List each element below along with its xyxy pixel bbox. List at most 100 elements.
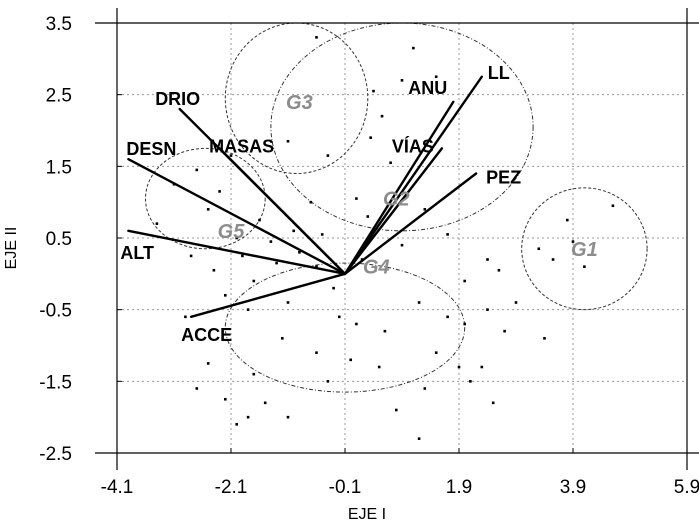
- group-label-g3: G3: [286, 92, 313, 114]
- data-point-44: [423, 387, 427, 390]
- y-tick-label-4: -0.5: [39, 301, 72, 322]
- data-point-61: [480, 365, 484, 369]
- data-point-36: [486, 308, 489, 311]
- vector-acce: [189, 272, 347, 319]
- data-point-59: [326, 380, 330, 383]
- x-tick-label-4: 3.9: [560, 477, 586, 498]
- data-point-52: [206, 362, 210, 365]
- data-point-26: [224, 294, 227, 297]
- data-point-10: [355, 197, 358, 200]
- y-tick-label-6: -2.5: [39, 444, 72, 465]
- data-point-72: [423, 208, 427, 211]
- data-point-53: [224, 397, 227, 401]
- data-point-67: [571, 240, 575, 243]
- group-ellipse-g5: [145, 147, 266, 250]
- vector-label-ll: LL: [488, 63, 510, 83]
- data-point-38: [543, 337, 546, 340]
- group-label-g2: G2: [383, 189, 410, 211]
- vector-masas: [218, 147, 347, 276]
- data-point-9: [286, 139, 290, 143]
- vector-label-masas: MASAS: [209, 136, 274, 156]
- data-point-37: [514, 301, 518, 304]
- data-point-1: [400, 79, 404, 82]
- chart-labels: DRIO MASAS DESN ALT ACCE ANU VÍAS LL PEZ G1 G2 G3 G4…: [120, 63, 597, 345]
- data-point-29: [286, 301, 290, 304]
- vector-label-acce: ACCE: [181, 325, 232, 345]
- data-point-73: [400, 243, 404, 247]
- plot-frame: [95, 8, 699, 470]
- data-point-51: [252, 372, 256, 376]
- data-point-18: [206, 208, 210, 211]
- data-point-71: [446, 233, 449, 236]
- vector-label-drio: DRIO: [155, 89, 200, 109]
- data-point-57: [235, 423, 238, 426]
- data-point-31: [338, 315, 341, 319]
- data-point-47: [417, 437, 421, 440]
- data-point-4: [315, 36, 318, 39]
- y-tick-label-5: -1.5: [39, 372, 72, 393]
- y-axis-title: EJE II: [3, 227, 20, 270]
- y-tick-label-1: 2.5: [46, 86, 72, 107]
- vector-label-desn: DESN: [126, 139, 176, 159]
- grid-lines: [116, 22, 688, 454]
- data-point-32: [355, 322, 358, 326]
- data-point-62: [463, 279, 466, 283]
- data-point-46: [395, 408, 398, 412]
- vector-label-anu: ANU: [408, 78, 447, 98]
- data-point-79: [229, 154, 233, 157]
- vector-label-alt: ALT: [120, 243, 154, 263]
- data-point-5: [380, 114, 384, 118]
- group-label-g4: G4: [363, 257, 390, 279]
- data-point-41: [434, 351, 438, 354]
- data-point-12: [309, 200, 313, 204]
- data-point-75: [320, 233, 324, 236]
- y-tick-label-3: 0.5: [46, 229, 72, 250]
- axis-ticks: -4.1 -2.1 -0.1 1.9 3.9 5.9 3.5 2.5 1.5 0.5 -0.5 -1.…: [39, 14, 699, 498]
- data-point-0: [412, 46, 415, 50]
- x-tick-label-0: -4.1: [101, 477, 134, 498]
- data-point-22: [298, 251, 301, 254]
- data-point-77: [189, 254, 193, 258]
- data-point-64: [486, 258, 489, 261]
- vector-label-pez: PEZ: [486, 168, 521, 188]
- data-point-24: [252, 279, 256, 283]
- data-point-42: [457, 365, 461, 369]
- group-label-g1: G1: [571, 239, 598, 261]
- data-point-58: [195, 387, 199, 390]
- data-point-69: [611, 204, 615, 208]
- data-point-43: [469, 380, 472, 383]
- data-point-3: [372, 89, 375, 93]
- x-axis-title: EJE I: [348, 506, 386, 523]
- data-point-66: [551, 258, 555, 261]
- data-point-11: [366, 215, 370, 218]
- data-point-76: [269, 240, 273, 243]
- x-tick-label-3: 1.9: [446, 477, 472, 498]
- data-point-78: [155, 222, 159, 225]
- data-point-50: [281, 337, 284, 340]
- x-tick-label-5: 5.9: [674, 477, 699, 498]
- data-point-54: [246, 415, 250, 419]
- data-point-55: [263, 401, 267, 405]
- y-tick-label-2: 1.5: [46, 157, 72, 178]
- data-point-45: [377, 365, 381, 369]
- x-tick-label-2: -0.1: [329, 477, 362, 498]
- data-point-68: [583, 265, 586, 268]
- vector-label-vias: VÍAS: [392, 135, 434, 156]
- group-label-g5: G5: [218, 221, 246, 243]
- vector-vias: [343, 147, 444, 276]
- data-point-14: [258, 218, 261, 222]
- data-point-39: [503, 329, 506, 333]
- data-point-40: [463, 322, 466, 326]
- group-ellipse-g3: [224, 22, 369, 174]
- data-point-19: [235, 236, 238, 240]
- vector-anu: [343, 100, 455, 276]
- data-point-65: [537, 247, 541, 251]
- data-point-27: [184, 315, 187, 319]
- group-ellipse-g1: [521, 187, 648, 311]
- data-point-70: [566, 218, 569, 222]
- data-point-48: [349, 358, 352, 362]
- data-point-20: [241, 254, 244, 258]
- data-point-49: [315, 351, 318, 354]
- data-point-35: [446, 315, 449, 319]
